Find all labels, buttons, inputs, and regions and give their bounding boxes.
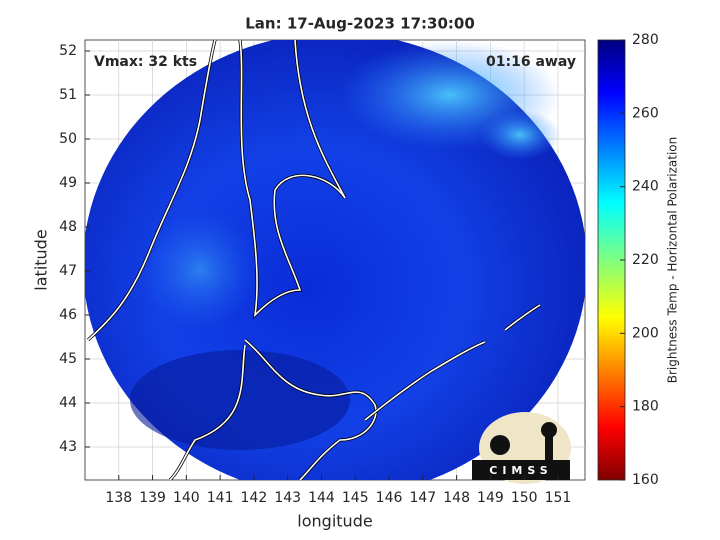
x-tick-label: 142 (241, 490, 268, 506)
cloud (140, 210, 260, 330)
colorbar-tick-label: 180 (632, 399, 659, 415)
title: Lan: 17-Aug-2023 17:30:00 (245, 15, 475, 33)
x-tick-label: 138 (105, 490, 132, 506)
y-tick-label: 49 (59, 175, 77, 191)
y-tick-label: 52 (59, 43, 77, 59)
cold-region (130, 350, 350, 450)
x-tick-label: 143 (274, 490, 301, 506)
x-tick-label: 148 (443, 490, 470, 506)
colorbar-tick-label: 240 (632, 179, 659, 195)
y-tick-label: 44 (59, 395, 77, 411)
y-tick-label: 45 (59, 351, 77, 367)
y-tick-label: 48 (59, 219, 77, 235)
x-tick-label: 139 (139, 490, 166, 506)
x-tick-label: 140 (173, 490, 200, 506)
time-annotation: 01:16 away (486, 54, 576, 70)
cloud (480, 110, 560, 160)
x-tick-label: 145 (342, 490, 369, 506)
colorbar-tick-label: 200 (632, 325, 659, 341)
satellite-swath (85, 40, 585, 480)
x-tick-label: 141 (207, 490, 234, 506)
x-axis-label: longitude (297, 512, 372, 531)
x-tick-label: 146 (376, 490, 403, 506)
x-tick-label: 149 (477, 490, 504, 506)
colorbar-tick-label: 160 (632, 472, 659, 488)
y-tick-label: 51 (59, 87, 77, 103)
colorbar-tick-label: 280 (632, 32, 659, 48)
cimss-logo: CIMSS (472, 412, 571, 484)
y-tick-label: 50 (59, 131, 77, 147)
x-tick-label: 150 (511, 490, 538, 506)
colorbar-tick-label: 260 (632, 105, 659, 121)
logo-text: CIMSS (489, 464, 552, 477)
y-tick-label: 43 (59, 439, 77, 455)
x-tick-label: 147 (409, 490, 436, 506)
vmax-annotation: Vmax: 32 kts (94, 54, 197, 70)
coastline (86, 40, 541, 480)
y-tick-label: 46 (59, 307, 77, 323)
y-axis-label: latitude (32, 229, 51, 290)
x-tick-label: 144 (308, 490, 335, 506)
x-tick-label: 151 (545, 490, 572, 506)
colorbar-label: Brightness Temp - Horizontal Polarizatio… (666, 137, 680, 384)
y-tick-label: 47 (59, 263, 77, 279)
colorbar-tick-label: 220 (632, 252, 659, 268)
